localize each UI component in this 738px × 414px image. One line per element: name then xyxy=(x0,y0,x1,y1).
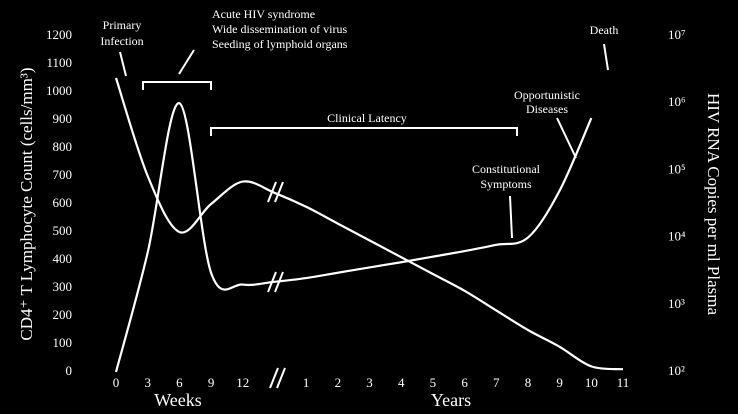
y-tick-label: 600 xyxy=(53,195,73,210)
x-tick-label: 3 xyxy=(366,375,373,390)
y2-tick-label: 10⁷ xyxy=(668,27,686,42)
death-pointer xyxy=(603,43,609,71)
x-tick-label: 10 xyxy=(585,375,598,390)
x-tick-label: 11 xyxy=(617,375,630,390)
axis-break xyxy=(267,181,286,389)
y2-tick-label: 10² xyxy=(668,363,685,378)
y-tick-label: 1100 xyxy=(46,55,72,70)
x-tick-label: 0 xyxy=(113,375,120,390)
annotation: Primary xyxy=(103,18,142,32)
x-tick-label: 3 xyxy=(144,375,151,390)
annotation: Infection xyxy=(100,34,143,48)
y-tick-label: 500 xyxy=(53,223,73,238)
data-line xyxy=(114,102,593,373)
y2-tick-label: 10³ xyxy=(668,296,685,311)
annotation: Wide dissemination of virus xyxy=(212,22,347,36)
annotation: Opportunistic xyxy=(514,88,580,102)
y-tick-label: 400 xyxy=(53,251,73,266)
y-tick-label: 1200 xyxy=(46,27,72,42)
annotation: Diseases xyxy=(526,102,568,116)
primary-pointer xyxy=(119,51,127,77)
acute-pointer xyxy=(178,49,195,75)
y2-axis-title: HIV RNA Copies per ml Plasma xyxy=(704,93,723,316)
y-tick-label: 800 xyxy=(53,139,73,154)
x-tick-label: 9 xyxy=(556,375,563,390)
y-tick-label: 0 xyxy=(66,363,73,378)
y-axis-title: CD4⁺ T Lymphocyte Count (cells/mm³) xyxy=(17,67,36,340)
data-line xyxy=(114,77,624,371)
x-tick-label: 9 xyxy=(208,375,215,390)
symptoms-pointer xyxy=(509,195,513,239)
latency-bracket xyxy=(210,127,518,136)
annotation: Symptoms xyxy=(480,177,532,191)
y-tick-label: 100 xyxy=(53,335,73,350)
annotation: Acute HIV syndrome xyxy=(212,7,315,21)
y-tick-label: 900 xyxy=(53,111,73,126)
x-tick-label: 2 xyxy=(335,375,342,390)
y2-tick-label: 10⁵ xyxy=(668,161,686,176)
x-tick-label: 4 xyxy=(398,375,405,390)
y2-tick-label: 10⁴ xyxy=(668,229,686,244)
x-tick-label: 8 xyxy=(525,375,532,390)
x-unit-label: Weeks xyxy=(154,390,202,410)
annotation: Death xyxy=(590,23,619,37)
diseases-pointer xyxy=(556,117,577,159)
x-tick-label: 1 xyxy=(303,375,310,390)
y-tick-label: 200 xyxy=(53,307,73,322)
y-tick-label: 1000 xyxy=(46,83,72,98)
x-tick-label: 7 xyxy=(493,375,500,390)
x-tick-label: 6 xyxy=(176,375,183,390)
acute-bracket xyxy=(142,81,212,90)
x-unit-label: Years xyxy=(431,390,471,410)
y-tick-label: 300 xyxy=(53,279,73,294)
annotation: Constitutional xyxy=(472,162,541,176)
annotation: Seeding of lymphoid organs xyxy=(212,37,348,51)
y2-tick-label: 10⁶ xyxy=(668,94,686,109)
y-tick-label: 700 xyxy=(53,167,73,182)
x-tick-label: 6 xyxy=(461,375,468,390)
x-tick-label: 5 xyxy=(430,375,437,390)
annotation: Clinical Latency xyxy=(327,111,407,125)
x-tick-label: 12 xyxy=(236,375,249,390)
